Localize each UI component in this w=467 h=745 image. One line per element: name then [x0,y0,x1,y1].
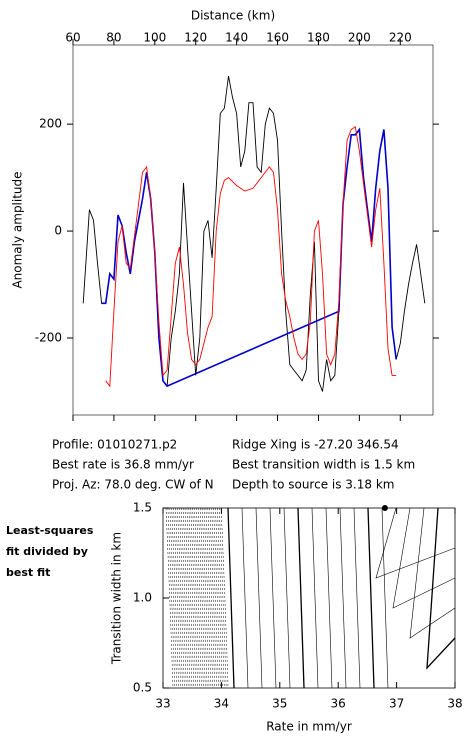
plot-frame [72,44,434,416]
contour-line [192,507,200,689]
contour-line [297,507,305,689]
best-fit-point [381,505,388,511]
contour-line [269,507,277,689]
x-axis-title: Distance (km) [191,9,275,23]
contour-line [213,507,221,689]
x-axis-title: Rate in mm/yr [266,720,352,734]
contour-line [173,507,181,689]
contour-line [190,507,198,689]
x-tick-label: 35 [272,697,287,711]
x-tick-label: 80 [106,31,121,45]
info-text: Profile: 01010271.p2 [52,438,177,452]
contour-line [184,507,193,689]
contour-line [165,507,174,689]
contour-line [426,507,456,670]
contour-line [203,507,212,689]
x-tick-label: 37 [389,697,404,711]
x-tick-label: 200 [348,31,371,45]
contour-line [367,507,375,689]
contour-line [209,507,217,689]
contour-line [339,507,347,689]
contour-line [353,507,361,689]
info-text: Ridge Xing is -27.20 346.54 [232,438,399,452]
contour-line [186,507,195,689]
caption: fit divided by [6,545,88,558]
x-tick-label: 38 [447,697,462,711]
contour-line [182,507,191,689]
contour-line [207,507,216,689]
contour-line [325,507,333,689]
y-tick-label: -200 [35,331,62,345]
x-tick-label: 60 [65,31,80,45]
x-tick-label: 33 [155,697,170,711]
y-tick-label: 200 [39,117,62,131]
contour-line [196,507,204,689]
y-tick-label: 0 [54,224,62,238]
x-tick-label: 34 [214,697,229,711]
series-line [105,126,397,388]
contour-line [241,507,249,689]
x-tick-label: 220 [389,31,412,45]
contour-line [218,507,227,689]
contour-line [283,507,291,689]
x-tick-label: 180 [307,31,330,45]
info-text: Proj. Az: 78.0 deg. CW of N [52,478,214,492]
x-tick-label: 36 [331,697,346,711]
contour-line [179,507,187,689]
contour-line [177,507,185,689]
contour-line [392,507,456,609]
contour-line [199,507,208,689]
contour-line [255,507,263,689]
x-tick-label: 140 [225,31,248,45]
contour-line [171,507,179,689]
contour-line [217,507,225,689]
contour-line [198,507,206,689]
caption: best fit [6,566,50,579]
contour-line [194,507,202,689]
plot-frame [162,507,456,689]
contour-line [188,507,197,689]
contour-line [211,507,219,689]
y-tick-label: 1.5 [133,501,152,515]
info-text: Depth to source is 3.18 km [232,478,394,492]
contour-line [375,507,456,579]
contour-line [175,507,183,689]
contour-line [381,507,389,689]
y-axis-title: Transition width in km [110,532,124,665]
contour-line [311,507,319,689]
y-tick-label: 0.5 [133,681,152,695]
contour-line [169,507,178,689]
info-text: Best transition width is 1.5 km [232,458,415,472]
contour-line [220,507,229,689]
x-tick-label: 160 [266,31,289,45]
contour-line [227,507,235,689]
contour-line [215,507,223,689]
x-tick-label: 100 [143,31,166,45]
contour-line [180,507,189,689]
contour-line [205,507,214,689]
contour-line [167,507,176,689]
info-text: Best rate is 36.8 mm/yr [52,458,194,472]
contour-line [409,507,456,639]
contour-line [201,507,210,689]
y-tick-label: 1.0 [133,591,152,605]
x-tick-label: 120 [184,31,207,45]
caption: Least-squares [6,524,94,537]
y-axis-title: Anomaly amplitude [11,171,25,288]
